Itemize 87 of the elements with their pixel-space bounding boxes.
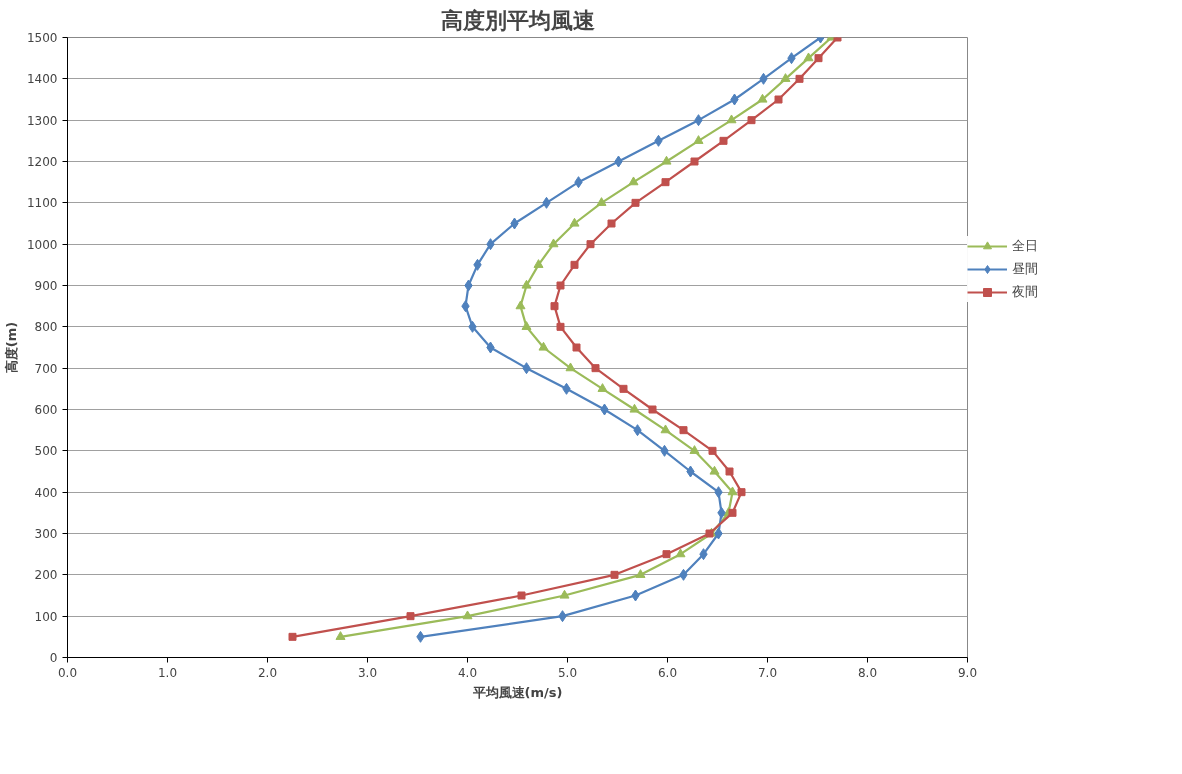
point bbox=[726, 114, 737, 124]
point bbox=[538, 341, 549, 351]
point bbox=[757, 93, 768, 103]
x-tick-label: 7.0 bbox=[757, 665, 778, 680]
y-tick-label: 1300 bbox=[26, 113, 58, 128]
point bbox=[728, 508, 737, 517]
point bbox=[648, 405, 657, 414]
y-tick-label: 900 bbox=[34, 279, 58, 293]
point bbox=[774, 95, 783, 104]
point bbox=[572, 343, 581, 352]
point bbox=[679, 426, 688, 435]
x-tick-label: 1.0 bbox=[157, 665, 178, 680]
point bbox=[690, 157, 699, 166]
point bbox=[719, 136, 728, 145]
point bbox=[607, 219, 616, 228]
point bbox=[689, 445, 700, 454]
point bbox=[517, 591, 526, 600]
point bbox=[556, 281, 565, 290]
point bbox=[619, 384, 628, 393]
y-tick-label: 1500 bbox=[26, 31, 58, 45]
y-tick-label: 700 bbox=[34, 361, 58, 376]
point bbox=[570, 260, 579, 269]
legend-label: 全日 bbox=[1012, 237, 1039, 255]
point bbox=[569, 217, 580, 227]
point bbox=[335, 631, 346, 640]
y-tick-label: 800 bbox=[34, 320, 58, 335]
point bbox=[747, 116, 756, 125]
y-tick-label: 300 bbox=[34, 527, 58, 541]
x-tick-label: 5.0 bbox=[557, 665, 578, 680]
point bbox=[591, 364, 600, 373]
point bbox=[597, 383, 608, 392]
y-tick-label: 500 bbox=[34, 444, 58, 459]
point bbox=[628, 176, 639, 186]
point bbox=[610, 570, 619, 579]
point bbox=[727, 486, 738, 496]
point bbox=[288, 632, 297, 641]
point bbox=[596, 197, 607, 206]
legend-label: 夜間 bbox=[1012, 283, 1039, 301]
point bbox=[737, 488, 746, 497]
point bbox=[586, 240, 595, 249]
y-tick-label: 100 bbox=[34, 609, 58, 624]
point bbox=[708, 446, 717, 455]
x-tick-label: 8.0 bbox=[857, 665, 878, 680]
point bbox=[661, 155, 672, 165]
point bbox=[548, 238, 559, 248]
point bbox=[725, 467, 734, 476]
point bbox=[629, 403, 640, 413]
y-axis-title: 高度(m) bbox=[3, 321, 19, 374]
y-tick-label: 600 bbox=[34, 403, 58, 417]
y-tick-label: 1200 bbox=[26, 155, 58, 169]
point bbox=[803, 52, 814, 62]
point bbox=[693, 135, 704, 144]
point bbox=[662, 550, 671, 559]
x-tick-label: 6.0 bbox=[657, 665, 678, 680]
point bbox=[661, 178, 670, 187]
legend-label: 昼間 bbox=[1012, 260, 1039, 278]
point bbox=[550, 302, 559, 311]
point bbox=[521, 279, 532, 289]
x-tick-label: 4.0 bbox=[457, 665, 478, 680]
point bbox=[631, 198, 640, 207]
point bbox=[709, 465, 720, 475]
point bbox=[515, 300, 526, 310]
y-tick-label: 400 bbox=[34, 485, 58, 500]
point bbox=[660, 424, 671, 434]
y-tick-label: 1000 bbox=[26, 237, 58, 252]
point bbox=[814, 54, 823, 63]
x-tick-label: 2.0 bbox=[257, 665, 278, 680]
point bbox=[780, 73, 791, 82]
point bbox=[795, 74, 804, 83]
point bbox=[521, 321, 532, 330]
x-tick-label: 0.0 bbox=[57, 665, 78, 680]
chart-title: 高度別平均風速 bbox=[440, 7, 595, 33]
point bbox=[533, 259, 544, 268]
y-tick-label: 0 bbox=[49, 651, 58, 665]
x-axis-title: 平均風速(m/s) bbox=[471, 684, 563, 700]
x-tick-label: 9.0 bbox=[957, 665, 978, 680]
point bbox=[462, 610, 473, 620]
y-tick-label: 1400 bbox=[26, 72, 58, 87]
point bbox=[565, 362, 576, 372]
point bbox=[406, 612, 415, 621]
point bbox=[635, 569, 646, 578]
y-tick-label: 1100 bbox=[26, 196, 58, 211]
point bbox=[675, 548, 686, 558]
point bbox=[556, 322, 565, 331]
x-tick-label: 3.0 bbox=[357, 665, 378, 680]
y-tick-label: 200 bbox=[34, 568, 58, 583]
point bbox=[559, 589, 570, 599]
